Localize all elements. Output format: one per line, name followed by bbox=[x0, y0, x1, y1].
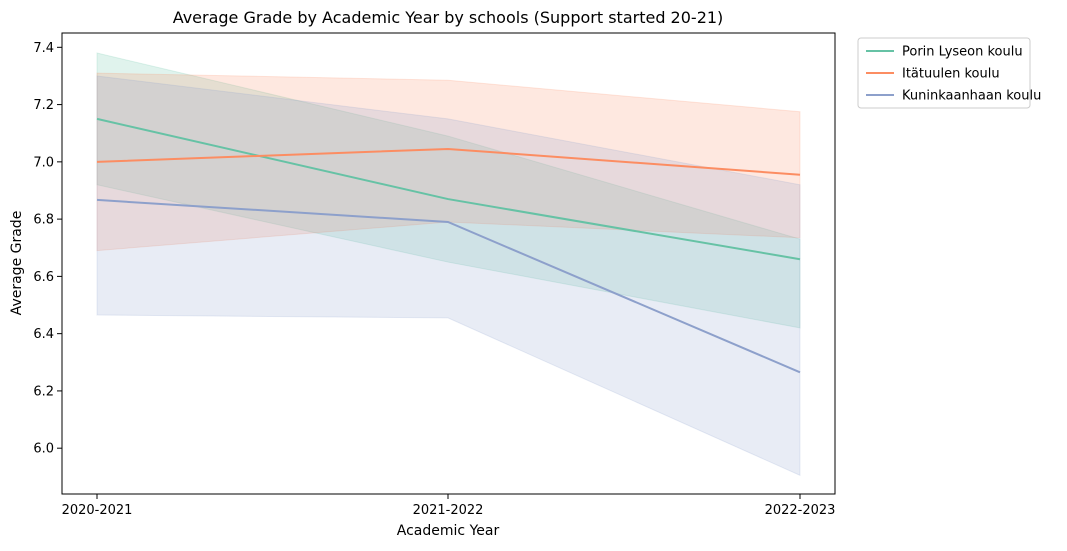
y-tick-label: 6.2 bbox=[33, 384, 54, 399]
x-axis-label: Academic Year bbox=[397, 523, 500, 539]
x-axis-ticks: 2020-2021 2021-2022 2022-2023 bbox=[62, 494, 836, 518]
y-tick-label: 7.4 bbox=[33, 41, 54, 56]
chart-title: Average Grade by Academic Year by school… bbox=[173, 8, 724, 27]
y-tick-label: 6.8 bbox=[33, 213, 54, 228]
y-tick-label: 7.2 bbox=[33, 98, 54, 113]
y-axis-ticks: 6.0 6.2 6.4 6.6 6.8 7.0 7.2 7.4 bbox=[33, 41, 62, 457]
confidence-bands bbox=[97, 53, 800, 475]
legend: Porin Lyseon koulu Itätuulen koulu Kuninka… bbox=[858, 38, 1041, 108]
y-tick-label: 6.0 bbox=[33, 442, 54, 457]
legend-label-2: Kuninkaanhaan koulu bbox=[902, 89, 1041, 104]
legend-label-1: Itätuulen koulu bbox=[902, 67, 1000, 82]
x-tick-label: 2020-2021 bbox=[62, 503, 133, 518]
y-tick-label: 7.0 bbox=[33, 155, 54, 170]
y-axis-label: Average Grade bbox=[9, 211, 25, 316]
y-tick-label: 6.4 bbox=[33, 327, 54, 342]
y-tick-label: 6.6 bbox=[33, 270, 54, 285]
x-tick-label: 2021-2022 bbox=[413, 503, 484, 518]
legend-label-0: Porin Lyseon koulu bbox=[902, 45, 1023, 60]
x-tick-label: 2022-2023 bbox=[765, 503, 836, 518]
